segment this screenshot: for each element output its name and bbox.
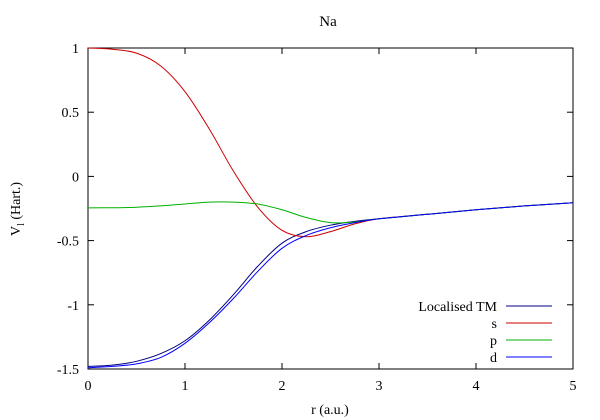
y-tick-label: -0.5 bbox=[57, 235, 79, 250]
series-layer bbox=[87, 47, 574, 369]
series-line-s bbox=[87, 47, 574, 238]
y-axis-label-main: V bbox=[9, 226, 24, 236]
y-axis-label-tail: (Hart.) bbox=[9, 182, 24, 224]
y-axis-label: Vl (Hart.) bbox=[9, 182, 27, 236]
legend-label-p: p bbox=[490, 334, 497, 349]
legend-label-s: s bbox=[492, 317, 497, 332]
y-tick-label: -1.5 bbox=[57, 363, 79, 378]
x-axis-label: r (a.u.) bbox=[311, 403, 349, 418]
x-tick-label: 0 bbox=[85, 379, 92, 394]
y-tick-label: 1 bbox=[72, 42, 79, 57]
legend-label-localised-tm: Localised TM bbox=[418, 300, 497, 315]
y-tick-label: -1 bbox=[67, 299, 79, 314]
x-tick-label: 3 bbox=[376, 379, 383, 394]
y-tick-label: 0.5 bbox=[62, 106, 80, 121]
x-tick-label: 1 bbox=[182, 379, 189, 394]
x-tick-label: 5 bbox=[570, 379, 577, 394]
x-tick-label: 2 bbox=[279, 379, 286, 394]
plot-frame bbox=[87, 47, 574, 370]
x-axis: 0 1 2 3 4 5 bbox=[85, 48, 577, 394]
series-line-p bbox=[87, 201, 574, 224]
x-tick-label: 4 bbox=[473, 379, 480, 394]
series-line-d bbox=[87, 202, 574, 369]
y-axis-label-sub: l bbox=[16, 223, 27, 226]
y-tick-label: 0 bbox=[72, 170, 79, 185]
chart-title: Na bbox=[319, 14, 337, 30]
legend: Localised TM spd bbox=[418, 300, 552, 366]
legend-label-d: d bbox=[490, 351, 497, 366]
